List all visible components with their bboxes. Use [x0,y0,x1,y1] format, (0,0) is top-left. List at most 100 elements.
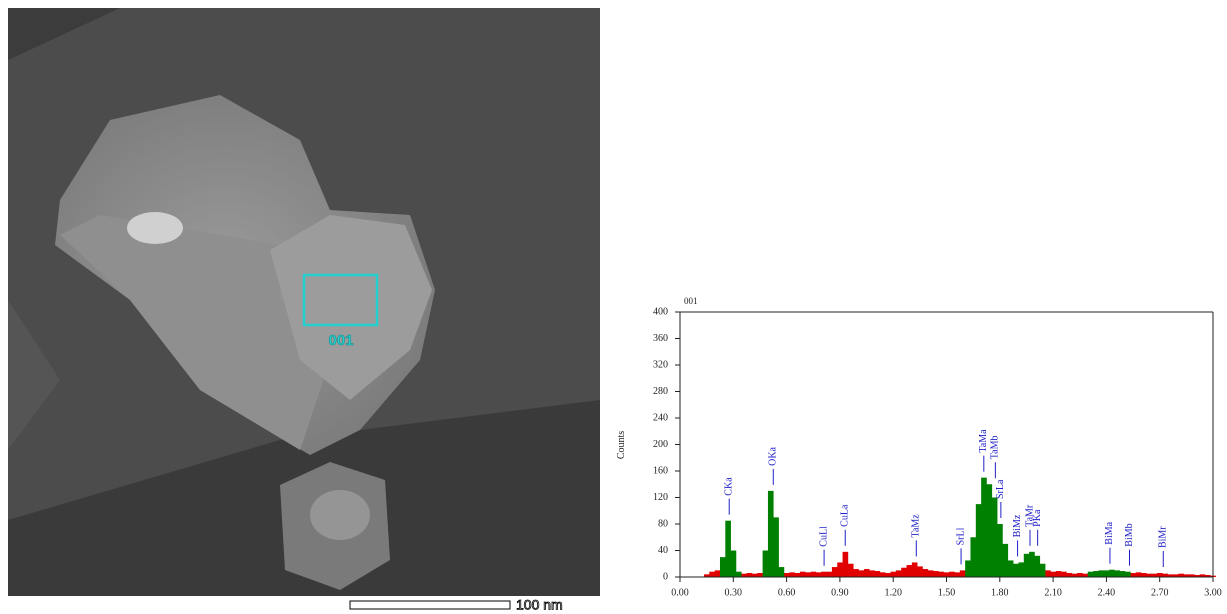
spectrum-bar [917,566,923,577]
spectrum-chart: 001 Counts 0 40 80 120 160 200 240 280 320 360 400… [616,296,1222,598]
spectrum-bar [783,573,790,577]
spectrum-bar [1119,571,1126,577]
spectrum-bar [799,571,806,577]
spectrum-bar [709,571,715,577]
y-tick-label: 320 [653,359,668,370]
y-tick-label: 200 [653,439,668,450]
x-tick-label: 1.20 [884,587,902,598]
spectrum-bar [991,497,998,577]
x-tick-label: 0.60 [778,587,796,598]
spectrum-bar [1109,569,1115,577]
spectrum-bar [1151,573,1158,577]
x-tick-label: 2.40 [1098,587,1116,598]
spectrum-bar [970,537,977,577]
spectrum-bar [869,570,875,577]
x-tick-label: 0.30 [725,587,743,598]
spectrum-bar [1039,563,1046,577]
spectrum-bar [794,573,801,577]
y-tick-label: 120 [653,492,668,503]
spectrum-bar [815,572,822,577]
peak-label: TaMb [990,436,1001,460]
spectrum-bar [911,562,918,577]
spectrum-bar [762,550,769,577]
spectrum-bar [842,551,849,577]
spectrum-bar [1018,562,1025,577]
spectrum-bar [981,477,987,577]
spectrum-bar [895,570,902,577]
spectrum-bar [933,571,939,577]
spectrum-bar [885,573,891,577]
spectrum-bar [1098,570,1105,577]
spectrum-bar [986,484,993,577]
spectrum-bar [997,524,1003,577]
spectrum-bar [863,569,870,577]
spectrum-bar [837,562,843,577]
peak-label: BiMb [1124,523,1135,546]
x-tick-label: 0.00 [671,587,689,598]
spectrum-bar [1045,570,1051,577]
spectrum-bar [703,574,710,577]
spectrum-bar [1077,573,1083,577]
peak-label: SrLl [955,527,966,545]
spectrum-bar [858,570,865,577]
spectrum-bar [1194,575,1200,577]
spectrum-bar [1082,573,1089,577]
spectrum-bar [874,571,881,577]
spectrum-bar [1146,573,1153,577]
y-axis-label: Counts [616,431,627,459]
spectrum-bar [1199,574,1206,577]
y-tick-label: 80 [658,518,668,529]
spectrum-bar [1034,555,1041,577]
spectrum-bar [773,517,779,577]
spectrum-bar [1093,571,1099,577]
peak-label: BiMr [1158,526,1169,548]
spectrum-bar [1125,571,1131,577]
y-tick-label: 400 [653,306,668,317]
peak-label: OKa [768,446,779,465]
peak-label: CuLl [818,526,829,547]
y-tick-label: 40 [658,545,668,556]
spectrum-bar [938,571,945,577]
peak-label: SrLa [995,479,1006,499]
x-tick-label: 3.00 [1204,587,1222,598]
spectrum-bar [1173,574,1179,577]
spectrum-bar [1157,573,1163,577]
spectrum-bar [1002,543,1009,577]
spectrum-bar [751,573,758,577]
spectrum-bar [831,567,838,577]
peak-label: BiMz [1012,514,1023,537]
peak-label: CKa [724,477,735,496]
peak-label: TaMz [911,514,922,538]
spectrum-bar [890,571,897,577]
spectrum-bar [810,571,817,577]
spectrum-bar [1103,570,1110,577]
spectrum-bar [730,550,737,577]
spectrum-bar [735,571,742,577]
y-tick-label: 240 [653,412,668,423]
scale-label: 100 nm [516,597,563,613]
spectrum-bar [757,573,763,577]
y-tick-label: 280 [653,386,668,397]
spectrum-bar [879,572,886,577]
spectrum-bar [965,560,971,577]
peak-label: TaMa [978,429,989,453]
spectrum-bar [1183,574,1190,577]
y-tick-label: 0 [663,571,668,582]
spectrum-bar [1050,571,1057,577]
spectrum-bar [1013,563,1019,577]
spectrum-bar [1055,571,1062,577]
spectrum-bar [1023,553,1030,577]
x-tick-label: 0.90 [831,587,849,598]
region-label: 001 [328,332,353,349]
spectrum-bar [906,565,913,577]
spectrum-bar [1061,571,1067,577]
chart-title: 001 [684,296,698,306]
spectrum-bar [714,570,721,577]
spectrum-bar [1066,573,1073,577]
peak-label: BiMa [1104,521,1115,544]
spectrum-bar [1141,573,1147,577]
peak-label: PKa [1032,509,1043,527]
spectrum-bar [1162,573,1168,577]
spectrum-bar [959,570,966,577]
